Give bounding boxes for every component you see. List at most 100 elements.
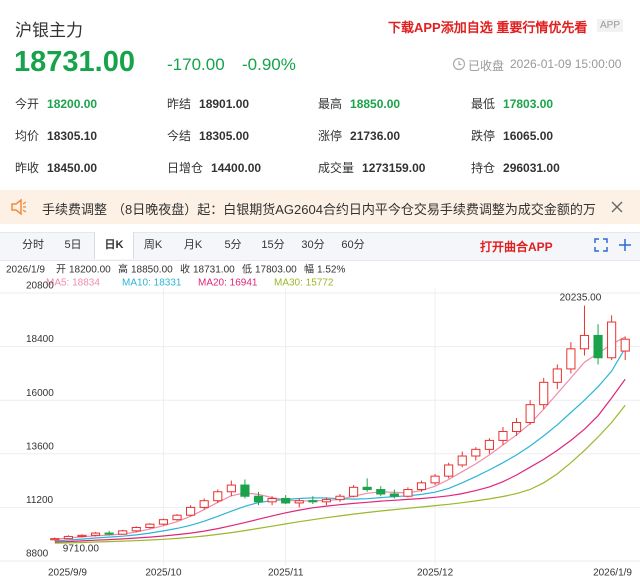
candle-body — [362, 486, 372, 491]
y-tick-label: 11200 — [26, 495, 54, 506]
candle-body — [145, 523, 155, 528]
info-label: 低 — [242, 263, 252, 276]
stat-label: 今结 — [167, 129, 192, 143]
stat-item: 最高 18850.00 — [318, 95, 400, 112]
legend-entry: MA30: 15772 — [274, 278, 334, 289]
candle-body — [308, 500, 318, 503]
candle-body — [50, 538, 60, 541]
candle-body — [186, 506, 196, 516]
promo-link[interactable]: 下载APP添加自选 重要行情优先看 — [388, 20, 588, 35]
info-label: 开 — [56, 265, 66, 276]
market-status: 已收盘 — [468, 59, 505, 73]
period-tab[interactable]: 5分 — [224, 239, 242, 251]
candle-body — [199, 500, 209, 508]
stat-label: 昨结 — [167, 97, 192, 111]
candle-body — [552, 368, 562, 383]
x-tick-label: 2025/11 — [268, 568, 304, 579]
stat-value: 18200.00 — [47, 97, 98, 111]
price-change: -170.00 — [167, 55, 225, 74]
stat-item: 持仓 296031.00 — [471, 159, 560, 176]
last-price: 18731.00 — [14, 46, 135, 78]
ma-line — [54, 336, 626, 540]
candle-body — [579, 334, 590, 350]
candle-body — [403, 489, 413, 497]
x-tick-label: 2025/12 — [417, 568, 454, 579]
stat-item: 今结 18305.00 — [167, 127, 249, 144]
candle-body — [525, 404, 535, 424]
candle-body — [471, 448, 481, 457]
candle-body — [321, 499, 331, 503]
notice-bar[interactable] — [0, 190, 640, 224]
info-value: 18731.00 — [193, 265, 235, 276]
legend-entry: MA5: 18834 — [46, 278, 100, 289]
candle-body — [607, 321, 617, 359]
settings-icon[interactable] — [618, 238, 632, 252]
period-tab[interactable]: 30分 — [301, 239, 325, 251]
notice-text: （8日晚夜盘）起：白银期货AG2604合约日内平今仓交易手续费调整为成交金额的万 — [112, 202, 596, 217]
low-annotation: 9710.00 — [63, 543, 100, 554]
candle-body — [430, 475, 440, 484]
stat-item: 日增仓 14400.00 — [167, 159, 261, 176]
period-tab[interactable]: 分时 — [22, 239, 44, 251]
period-tab[interactable]: 15分 — [261, 239, 285, 251]
fullscreen-icon[interactable] — [594, 238, 608, 252]
period-tab[interactable]: 60分 — [341, 239, 365, 251]
stat-label: 日增仓 — [167, 161, 204, 175]
y-tick-label: 20800 — [26, 281, 54, 292]
y-tick-label: 13600 — [26, 441, 54, 452]
open-app-link[interactable]: 打开曲合APP — [480, 240, 553, 254]
stat-value: 18450.00 — [47, 161, 98, 175]
stat-item: 成交量 1273159.00 — [318, 159, 425, 176]
stat-value: 14400.00 — [211, 161, 262, 175]
candle-body — [158, 519, 169, 525]
stat-item: 昨结 18901.00 — [167, 95, 249, 112]
info-label: 幅 — [304, 263, 314, 276]
info-value: 18850.00 — [131, 265, 173, 276]
stat-item: 涨停 21736.00 — [318, 127, 400, 144]
period-tab[interactable]: 日K — [94, 232, 134, 259]
stat-item: 今开 18200.00 — [15, 95, 97, 112]
candle-body — [226, 484, 236, 493]
candle-body — [457, 455, 467, 466]
stat-label: 昨收 — [15, 161, 40, 175]
x-tick-label: 2025/9/9 — [48, 568, 87, 579]
stat-value: 18901.00 — [199, 97, 250, 111]
stat-label: 成交量 — [318, 161, 355, 175]
stat-value: 1273159.00 — [362, 161, 426, 175]
candle-body — [172, 514, 182, 521]
x-tick-label: 2026/1/9 — [593, 568, 632, 579]
kline-chart: 2026/1/9 开 18200.00 高 18850.00 收 18731.00 低 1780… — [0, 263, 640, 579]
stat-item: 昨收 18450.00 — [15, 159, 97, 176]
candle-body — [484, 439, 494, 450]
close-icon[interactable] — [611, 201, 623, 213]
candle-body — [376, 489, 386, 495]
y-tick-label: 16000 — [26, 388, 54, 399]
period-tab[interactable]: 月K — [183, 239, 203, 251]
candle-body — [593, 334, 603, 359]
candle-body — [213, 491, 223, 502]
stat-label: 今开 — [15, 97, 40, 111]
period-tab[interactable]: 5日 — [64, 239, 82, 251]
period-tab[interactable]: 周K — [143, 239, 163, 251]
candle-body — [335, 495, 345, 501]
candle-body — [118, 530, 128, 535]
ma-line — [54, 378, 626, 543]
info-value: 1.52% — [317, 265, 345, 276]
contract-title: 沪银主力 — [15, 21, 83, 40]
stat-value: 16065.00 — [503, 129, 554, 143]
speaker-icon — [11, 198, 27, 216]
candle-body — [281, 497, 291, 504]
price-change-pct: -0.90% — [242, 55, 296, 74]
stat-value: 296031.00 — [503, 161, 560, 175]
candle-body — [444, 464, 454, 477]
stat-label: 跌停 — [471, 129, 496, 143]
ma-line — [54, 347, 626, 542]
stat-value: 18305.00 — [199, 129, 250, 143]
info-date: 2026/1/9 — [6, 265, 45, 276]
candle-body — [240, 484, 250, 497]
info-value: 18200.00 — [69, 265, 111, 276]
stat-label: 最低 — [471, 97, 496, 111]
stat-item: 跌停 16065.00 — [471, 127, 553, 144]
candle-body — [566, 348, 576, 370]
